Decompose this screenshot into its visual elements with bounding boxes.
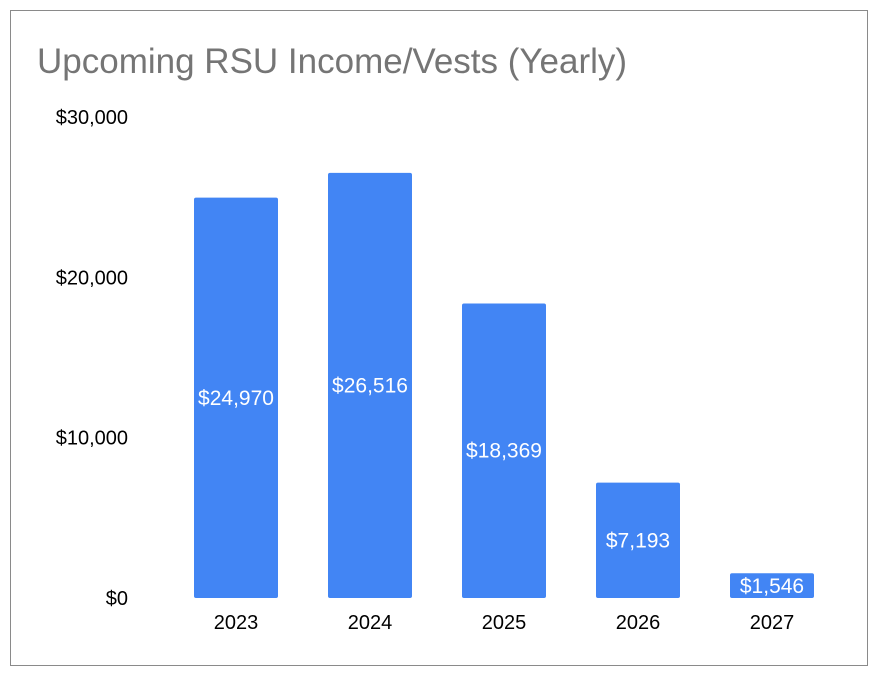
bar-2023 [194,197,278,599]
y-tick-label: $0 [106,588,128,610]
data-label: $1,546 [740,575,804,598]
data-label: $24,970 [198,387,274,410]
y-tick-label: $30,000 [56,107,128,129]
chart-title: Upcoming RSU Income/Vests (Yearly) [37,42,628,81]
bar-2026 [596,482,680,598]
x-tick-label: 2023 [214,612,259,634]
data-label: $18,369 [466,440,542,463]
data-label: $7,193 [606,529,670,552]
y-axis: $0 $10,000 $20,000 $30,000 [56,107,128,610]
bar-2025 [462,303,546,598]
data-labels: $24,970 $26,516 $18,369 $7,193 $1,546 [198,374,804,598]
chart-frame [10,10,868,666]
data-label: $26,516 [332,374,408,397]
bar-2024 [328,172,412,598]
x-axis: 2023 2024 2025 2026 2027 [214,612,795,634]
y-tick-label: $20,000 [56,267,128,289]
bar-2027 [730,573,814,598]
x-tick-label: 2025 [482,612,527,634]
x-tick-label: 2027 [750,612,795,634]
x-tick-label: 2024 [348,612,393,634]
x-tick-label: 2026 [616,612,661,634]
y-tick-label: $10,000 [56,428,128,450]
bars [194,172,814,599]
